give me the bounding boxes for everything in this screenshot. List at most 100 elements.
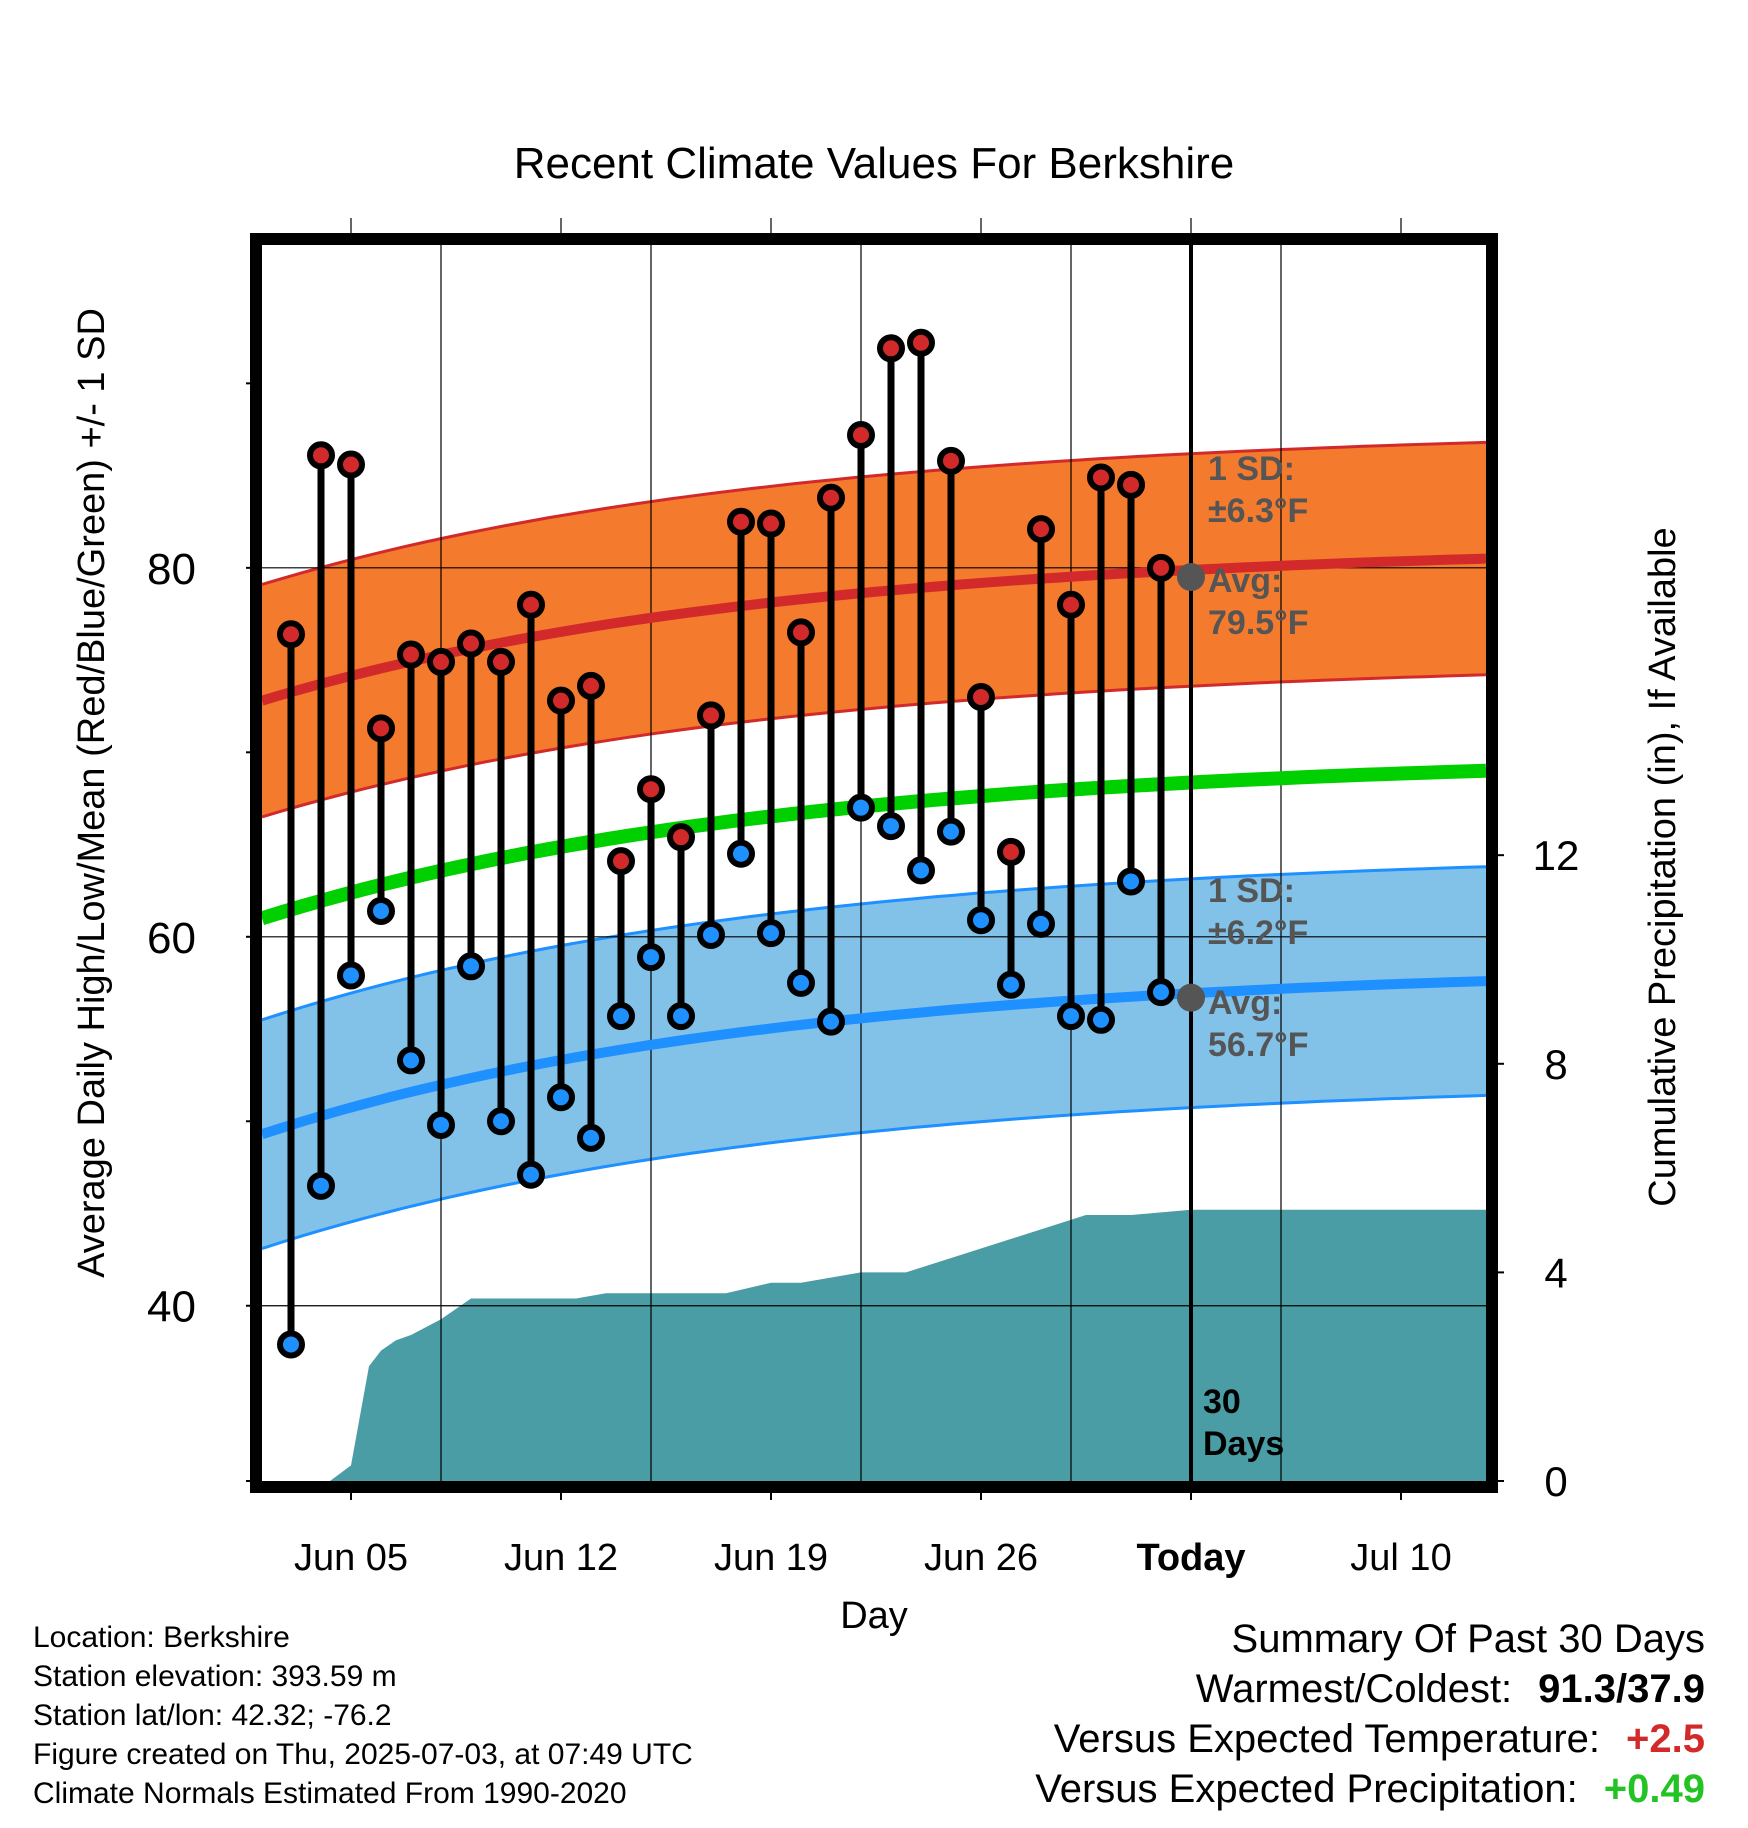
low-point [577, 1123, 605, 1152]
low-sd-band-lower-edge [261, 1093, 1487, 1251]
high-point [937, 446, 965, 475]
precipitation-area [330, 1209, 1486, 1481]
high-point [667, 823, 695, 852]
summary-precip-row: Versus Expected Precipitation: +0.49 [1035, 1764, 1705, 1814]
low-point [667, 1002, 695, 1031]
y-tick-label: 80 [147, 545, 196, 594]
summary-warmest-row: Warmest/Coldest: 91.3/37.9 [1035, 1664, 1705, 1714]
low-point [937, 817, 965, 846]
high-point [487, 647, 515, 676]
x-axis-label: Day [840, 1595, 908, 1637]
summary-panel: Summary Of Past 30 Days Warmest/Coldest:… [1035, 1614, 1705, 1814]
low-point [637, 943, 665, 972]
high-point [787, 618, 815, 647]
low-point [877, 812, 905, 841]
station-info: Location: Berkshire Station elevation: 3… [33, 1618, 693, 1813]
y-axis-label: Average Daily High/Low/Mean (Red/Blue/Gr… [71, 308, 113, 1278]
low-point [1027, 909, 1055, 938]
x-tick-label: Today [1136, 1537, 1245, 1579]
low-point [697, 920, 725, 949]
temp-value: +2.5 [1626, 1717, 1705, 1761]
high-point [577, 671, 605, 700]
temp-label: Versus Expected Temperature: [1053, 1717, 1601, 1761]
precip-value: +0.49 [1603, 1767, 1705, 1811]
high-point [907, 328, 935, 357]
x-tick-label: Jun 12 [504, 1537, 618, 1579]
low-point [847, 793, 875, 822]
warmest-value: 91.3/37.9 [1538, 1667, 1705, 1711]
low-point [307, 1171, 335, 1200]
low-avg-label: Avg: 56.7°F [1208, 984, 1309, 1064]
low-point [547, 1083, 575, 1112]
high-point [1057, 590, 1085, 619]
low-point [727, 839, 755, 868]
high-point [997, 837, 1025, 866]
y-tick-label: 40 [147, 1283, 196, 1332]
today-high-avg-marker [1177, 563, 1205, 592]
chart-title: Recent Climate Values For Berkshire [514, 139, 1235, 188]
high-point [547, 686, 575, 715]
low-point [337, 961, 365, 990]
low-point [1057, 1002, 1085, 1031]
low-point [397, 1046, 425, 1075]
high-sd-band-upper-edge [261, 440, 1487, 586]
low-point [1147, 978, 1175, 1007]
high-point [1117, 470, 1145, 499]
high-point [817, 483, 845, 512]
y2-tick-label: 0 [1544, 1458, 1567, 1505]
low-point [967, 906, 995, 935]
x-tick-label: Jun 19 [714, 1537, 828, 1579]
high-point [337, 450, 365, 479]
low-point [1087, 1005, 1115, 1034]
low-normal-line [260, 976, 1487, 1139]
high-point [427, 647, 455, 676]
summary-temp-row: Versus Expected Temperature: +2.5 [1035, 1714, 1705, 1764]
high-point [727, 507, 755, 536]
y2-tick-label: 8 [1544, 1041, 1567, 1088]
low-point [907, 856, 935, 885]
today-days-label: 30 Days [1203, 1383, 1284, 1463]
low-point [1117, 867, 1145, 896]
high-point [1087, 463, 1115, 492]
location-text: Location: Berkshire [33, 1621, 290, 1654]
high-sd-band-lower-edge [261, 673, 1487, 819]
high-point [1147, 553, 1175, 582]
high-point [877, 334, 905, 363]
low-point [487, 1107, 515, 1136]
low-point [997, 970, 1025, 999]
summary-title: Summary Of Past 30 Days [1231, 1617, 1705, 1661]
high-point [367, 714, 395, 743]
high-point [457, 629, 485, 658]
high-sd-band [262, 442, 1486, 817]
high-avg-label: Avg: 79.5°F [1208, 562, 1309, 642]
low-point [277, 1330, 305, 1359]
low-point [457, 952, 485, 981]
high-point [637, 775, 665, 804]
high-point [757, 509, 785, 538]
low-point [817, 1007, 845, 1036]
low-point [517, 1160, 545, 1189]
low-point [427, 1110, 455, 1139]
high-point [517, 590, 545, 619]
elevation-text: Station elevation: 393.59 m [33, 1660, 397, 1693]
high-sd-label: 1 SD: ±6.3°F [1208, 450, 1308, 530]
high-point [697, 701, 725, 730]
y-tick-label: 60 [147, 914, 196, 963]
x-tick-label: Jun 05 [294, 1537, 408, 1579]
high-point [847, 421, 875, 450]
high-point [1027, 515, 1055, 544]
high-point [277, 620, 305, 649]
x-tick-label: Jul 10 [1350, 1537, 1451, 1579]
created-text: Figure created on Thu, 2025-07-03, at 07… [33, 1738, 693, 1771]
high-point [397, 640, 425, 669]
x-tick-label: Jun 26 [924, 1537, 1038, 1579]
high-point [607, 847, 635, 876]
high-point [967, 682, 995, 711]
low-point [367, 896, 395, 925]
plot-frame [250, 233, 1498, 1493]
low-point [787, 968, 815, 997]
y2-tick-label: 4 [1544, 1249, 1567, 1296]
warmest-label: Warmest/Coldest: [1195, 1667, 1513, 1711]
normals-text: Climate Normals Estimated From 1990-2020 [33, 1777, 627, 1810]
